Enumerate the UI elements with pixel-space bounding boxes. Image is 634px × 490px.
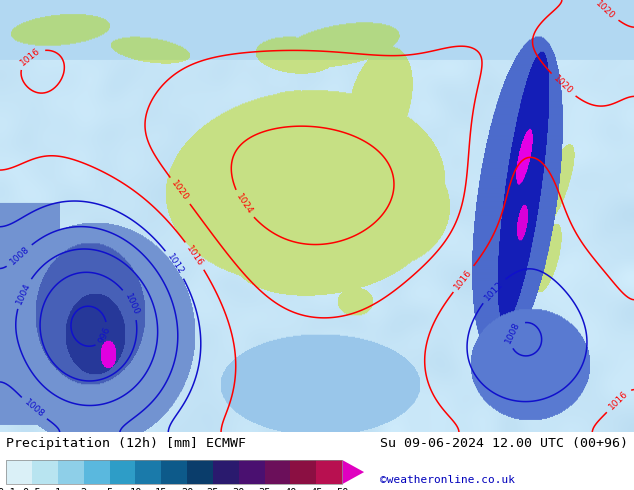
Text: 35: 35 [259,488,271,490]
Text: 996: 996 [97,326,112,345]
Text: 25: 25 [207,488,219,490]
Text: 50: 50 [336,488,348,490]
Text: 1008: 1008 [503,320,522,345]
Text: 1020: 1020 [552,74,574,97]
Text: 45: 45 [310,488,323,490]
Text: 0.5: 0.5 [23,488,42,490]
Bar [58,460,84,484]
Bar [213,460,239,484]
Bar [32,460,58,484]
Bar [264,460,290,484]
Text: 1016: 1016 [18,46,42,67]
Text: 40: 40 [284,488,297,490]
Polygon shape [342,460,364,484]
Text: 1020: 1020 [170,179,191,203]
Text: 1004: 1004 [15,281,32,306]
Text: 0.1: 0.1 [0,488,16,490]
Text: 10: 10 [129,488,142,490]
Text: 1012: 1012 [482,279,505,302]
Text: 1016: 1016 [184,244,205,268]
Bar [239,460,264,484]
Text: 1012: 1012 [165,252,185,276]
Text: 20: 20 [181,488,193,490]
Text: 1008: 1008 [22,398,46,419]
Text: 30: 30 [233,488,245,490]
Bar [161,460,187,484]
Text: 1020: 1020 [594,0,617,21]
Bar [136,460,161,484]
Text: 2: 2 [81,488,87,490]
Text: Precipitation (12h) [mm] ECMWF: Precipitation (12h) [mm] ECMWF [6,437,247,450]
Text: Su 09-06-2024 12.00 UTC (00+96): Su 09-06-2024 12.00 UTC (00+96) [380,437,628,450]
Text: 1016: 1016 [607,389,630,412]
Bar [110,460,136,484]
Bar [290,460,316,484]
Text: 5: 5 [107,488,113,490]
Bar [187,460,213,484]
Text: 1024: 1024 [234,192,254,216]
Bar [6,460,342,484]
Bar [6,460,32,484]
Text: 1: 1 [55,488,61,490]
Text: 15: 15 [155,488,167,490]
Text: ©weatheronline.co.uk: ©weatheronline.co.uk [380,475,515,486]
Text: 1000: 1000 [122,292,140,317]
Bar [84,460,110,484]
Text: 1008: 1008 [8,245,31,267]
Bar [316,460,342,484]
Text: 1016: 1016 [453,267,474,291]
